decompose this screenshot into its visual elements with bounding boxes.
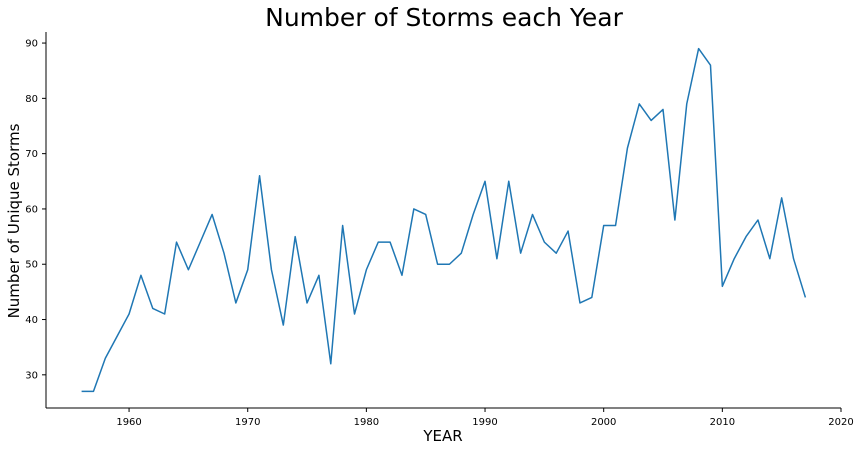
x-tick-label: 1970 [235,417,260,428]
x-tick-label: 1980 [354,417,379,428]
x-tick-label: 2000 [591,417,616,428]
y-tick-label: 40 [25,315,38,326]
x-tick-label: 1960 [116,417,141,428]
y-tick-label: 70 [25,149,38,160]
x-tick-label: 2010 [710,417,735,428]
axis-ticks: 1960 1970 1980 1990 2000 2010 2020 30 40 50 60 70 80… [25,39,853,428]
series-line [81,47,807,393]
x-tick-label: 2020 [828,417,853,428]
y-tick-label: 90 [25,39,38,50]
y-tick-label: 80 [25,94,38,105]
chart-title: Number of Storms each Year [265,3,623,32]
y-axis-label: Number of Unique Storms [5,123,23,318]
y-tick-label: 30 [25,370,38,381]
y-tick-label: 60 [25,204,38,215]
y-tick-label: 50 [25,260,38,271]
x-tick-label: 1990 [472,417,497,428]
x-axis-label: YEAR [422,427,462,445]
